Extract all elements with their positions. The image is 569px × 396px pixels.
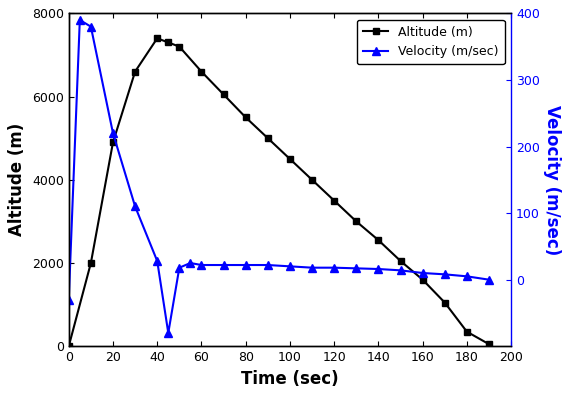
Line: Altitude (m): Altitude (m) [65, 35, 492, 350]
Legend: Altitude (m), Velocity (m/sec): Altitude (m), Velocity (m/sec) [357, 19, 505, 64]
Velocity (m/sec) [88, 24, 94, 29]
Altitude (m) [308, 177, 315, 182]
Altitude (m) [65, 344, 72, 348]
Altitude (m) [442, 300, 448, 305]
X-axis label: Time (sec): Time (sec) [241, 370, 339, 388]
Velocity (m/sec) [131, 204, 138, 209]
Velocity (m/sec) [375, 267, 382, 271]
Altitude (m) [220, 92, 227, 97]
Y-axis label: Velocity (m/sec): Velocity (m/sec) [543, 105, 560, 255]
Altitude (m) [265, 136, 271, 141]
Altitude (m) [242, 115, 249, 120]
Altitude (m) [154, 36, 160, 41]
Altitude (m) [110, 140, 117, 145]
Velocity (m/sec) [165, 331, 172, 335]
Velocity (m/sec) [154, 259, 160, 263]
Velocity (m/sec) [176, 265, 183, 270]
Altitude (m) [419, 277, 426, 282]
Velocity (m/sec) [397, 268, 404, 273]
Altitude (m) [397, 259, 404, 263]
Velocity (m/sec) [220, 263, 227, 267]
Altitude (m) [198, 69, 205, 74]
Altitude (m) [463, 329, 470, 334]
Velocity (m/sec) [419, 270, 426, 275]
Velocity (m/sec) [485, 277, 492, 282]
Velocity (m/sec) [76, 17, 83, 22]
Velocity (m/sec) [442, 272, 448, 277]
Altitude (m) [165, 40, 172, 45]
Velocity (m/sec) [331, 265, 337, 270]
Velocity (m/sec) [198, 263, 205, 267]
Velocity (m/sec) [287, 264, 294, 269]
Y-axis label: Altitude (m): Altitude (m) [9, 123, 26, 236]
Velocity (m/sec) [463, 274, 470, 279]
Velocity (m/sec) [265, 263, 271, 267]
Velocity (m/sec) [65, 297, 72, 302]
Altitude (m) [485, 342, 492, 346]
Velocity (m/sec) [187, 261, 194, 265]
Velocity (m/sec) [308, 265, 315, 270]
Line: Velocity (m/sec): Velocity (m/sec) [65, 16, 493, 337]
Velocity (m/sec) [242, 263, 249, 267]
Velocity (m/sec) [353, 266, 360, 271]
Altitude (m) [131, 69, 138, 74]
Velocity (m/sec) [110, 131, 117, 135]
Altitude (m) [353, 219, 360, 224]
Altitude (m) [287, 156, 294, 161]
Altitude (m) [375, 238, 382, 242]
Altitude (m) [88, 261, 94, 265]
Altitude (m) [331, 198, 337, 203]
Altitude (m) [176, 44, 183, 49]
